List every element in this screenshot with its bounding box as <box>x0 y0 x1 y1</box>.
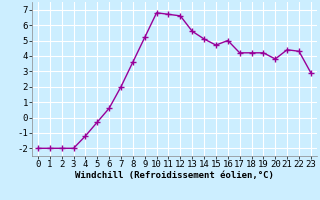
X-axis label: Windchill (Refroidissement éolien,°C): Windchill (Refroidissement éolien,°C) <box>75 171 274 180</box>
